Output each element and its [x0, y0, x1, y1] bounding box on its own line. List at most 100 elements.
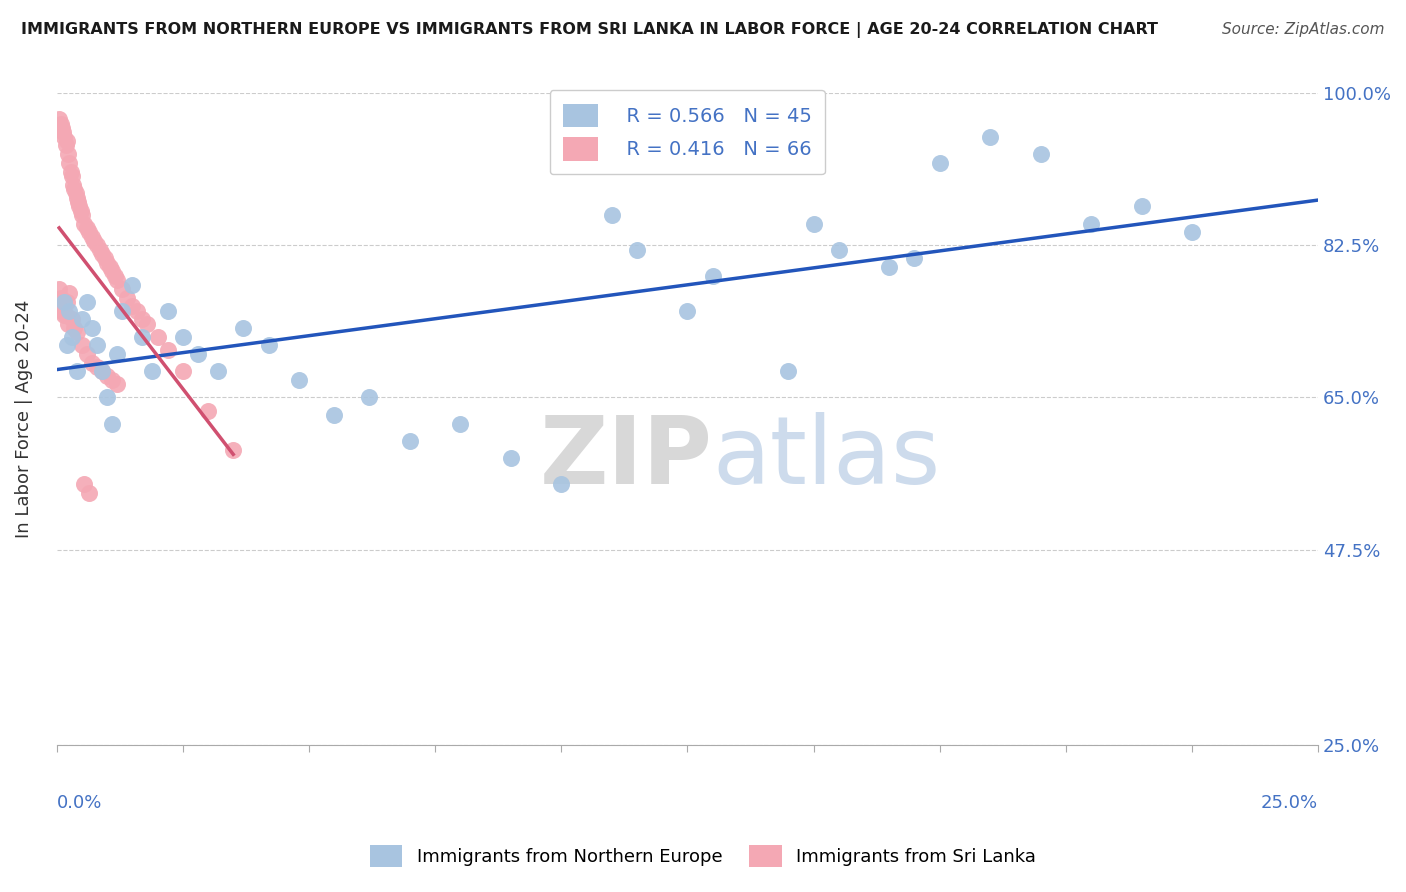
Point — [141, 364, 163, 378]
Point — [80, 356, 103, 370]
Point — [58, 286, 80, 301]
Point — [1029, 147, 1052, 161]
Point — [105, 347, 128, 361]
Point — [55, 338, 77, 352]
Point — [76, 294, 98, 309]
Point — [86, 238, 108, 252]
Point — [877, 260, 900, 274]
Point — [53, 129, 76, 144]
Point — [979, 129, 1001, 144]
Point — [288, 373, 311, 387]
Point — [172, 364, 194, 378]
Point — [63, 182, 86, 196]
Point — [83, 234, 105, 248]
Point — [70, 312, 93, 326]
Point — [550, 477, 572, 491]
Point — [600, 208, 623, 222]
Point — [499, 451, 522, 466]
Text: Source: ZipAtlas.com: Source: ZipAtlas.com — [1222, 22, 1385, 37]
Point — [55, 308, 77, 322]
Point — [56, 147, 79, 161]
Point — [76, 347, 98, 361]
Point — [73, 217, 96, 231]
Point — [49, 117, 72, 131]
Point — [66, 194, 89, 209]
Point — [449, 417, 471, 431]
Point — [63, 321, 86, 335]
Point — [778, 364, 800, 378]
Point — [51, 121, 73, 136]
Point — [59, 164, 82, 178]
Point — [131, 329, 153, 343]
Point — [121, 299, 143, 313]
Point — [828, 243, 851, 257]
Legend:   R = 0.566   N = 45,   R = 0.416   N = 66: R = 0.566 N = 45, R = 0.416 N = 66 — [550, 90, 825, 175]
Point — [207, 364, 229, 378]
Point — [702, 268, 724, 283]
Point — [56, 317, 79, 331]
Text: IMMIGRANTS FROM NORTHERN EUROPE VS IMMIGRANTS FROM SRI LANKA IN LABOR FORCE | AG: IMMIGRANTS FROM NORTHERN EUROPE VS IMMIG… — [21, 22, 1159, 38]
Point — [101, 373, 124, 387]
Point — [55, 138, 77, 153]
Point — [96, 368, 118, 383]
Point — [80, 321, 103, 335]
Point — [1080, 217, 1102, 231]
Point — [187, 347, 209, 361]
Point — [65, 186, 87, 201]
Point — [52, 125, 75, 139]
Point — [121, 277, 143, 292]
Point — [70, 338, 93, 352]
Point — [55, 294, 77, 309]
Point — [359, 391, 381, 405]
Point — [52, 299, 75, 313]
Point — [197, 403, 219, 417]
Point — [117, 291, 139, 305]
Point — [146, 329, 169, 343]
Point — [232, 321, 254, 335]
Point — [91, 247, 114, 261]
Point — [70, 208, 93, 222]
Point — [101, 417, 124, 431]
Point — [105, 377, 128, 392]
Point — [156, 303, 179, 318]
Point — [928, 156, 950, 170]
Point — [89, 243, 111, 257]
Point — [1181, 226, 1204, 240]
Point — [105, 273, 128, 287]
Text: 0.0%: 0.0% — [56, 794, 103, 812]
Point — [91, 364, 114, 378]
Text: ZIP: ZIP — [540, 412, 713, 504]
Point — [131, 312, 153, 326]
Point — [79, 226, 101, 240]
Point — [49, 291, 72, 305]
Point — [323, 408, 346, 422]
Point — [111, 303, 134, 318]
Point — [96, 391, 118, 405]
Point — [86, 338, 108, 352]
Point — [257, 338, 280, 352]
Point — [48, 282, 70, 296]
Text: atlas: atlas — [713, 412, 941, 504]
Point — [98, 260, 121, 274]
Point — [73, 477, 96, 491]
Point — [101, 264, 124, 278]
Point — [58, 156, 80, 170]
Point — [96, 256, 118, 270]
Point — [53, 294, 76, 309]
Point — [69, 203, 91, 218]
Point — [53, 308, 76, 322]
Point — [66, 191, 89, 205]
Point — [222, 442, 245, 457]
Point — [127, 303, 149, 318]
Point — [76, 221, 98, 235]
Legend: Immigrants from Northern Europe, Immigrants from Sri Lanka: Immigrants from Northern Europe, Immigra… — [363, 838, 1043, 874]
Point — [66, 326, 89, 340]
Point — [48, 112, 70, 127]
Point — [67, 199, 90, 213]
Point — [104, 268, 127, 283]
Point — [86, 360, 108, 375]
Point — [91, 364, 114, 378]
Text: 25.0%: 25.0% — [1261, 794, 1319, 812]
Point — [626, 243, 648, 257]
Point — [62, 178, 84, 192]
